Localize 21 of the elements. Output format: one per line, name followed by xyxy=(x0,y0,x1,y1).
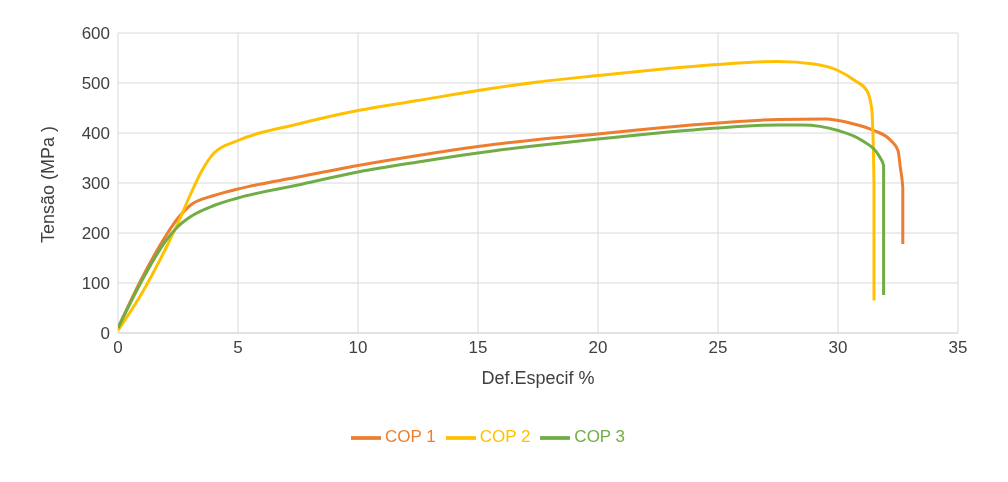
x-tick-label: 25 xyxy=(708,338,728,358)
x-tick-label: 35 xyxy=(948,338,968,358)
x-tick-label: 30 xyxy=(828,338,848,358)
x-tick-label: 0 xyxy=(113,338,123,358)
legend-label: COP 1 xyxy=(384,427,436,447)
y-tick-label: 300 xyxy=(81,174,110,194)
y-tick-label: 400 xyxy=(81,124,110,144)
legend-label: COP 2 xyxy=(479,427,531,447)
y-tick-label: 500 xyxy=(81,74,110,94)
x-tick-label: 10 xyxy=(348,338,368,358)
x-tick-label: 5 xyxy=(233,338,243,358)
y-axis-title: Tensão (MPa ) xyxy=(38,125,59,243)
y-tick-label: 600 xyxy=(81,24,110,44)
legend-label: COP 3 xyxy=(574,427,626,447)
x-tick-label: 15 xyxy=(468,338,488,358)
y-tick-label: 0 xyxy=(100,324,110,344)
x-tick-label: 20 xyxy=(588,338,608,358)
y-tick-label: 200 xyxy=(81,224,110,244)
y-tick-label: 100 xyxy=(81,274,110,294)
x-axis-title: Def.Especif % xyxy=(481,367,595,388)
line-series xyxy=(118,60,876,332)
